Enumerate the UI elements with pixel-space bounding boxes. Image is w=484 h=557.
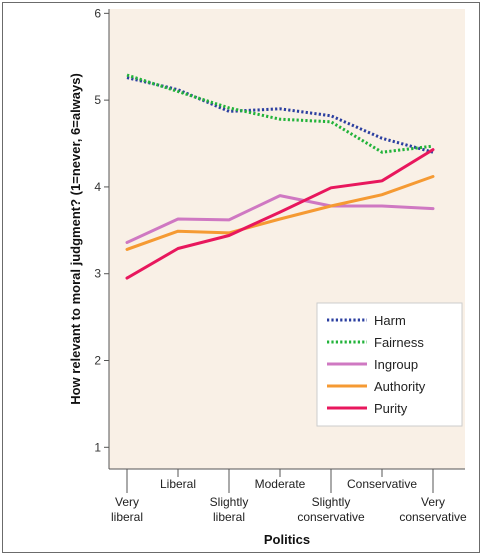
y-tick-label: 6: [94, 6, 101, 20]
legend-label-ingroup: Ingroup: [374, 357, 418, 372]
legend-label-authority: Authority: [374, 379, 426, 394]
legend-label-harm: Harm: [374, 313, 406, 328]
x-tick-label: Very: [421, 495, 445, 509]
y-tick-label: 5: [94, 93, 101, 107]
x-tick-label: Slightly: [312, 495, 351, 509]
series-line-ingroup: [125, 194, 435, 244]
x-tick-label: conservative: [297, 510, 365, 524]
y-tick-label: 4: [94, 180, 101, 194]
x-tick-label: Slightly: [210, 495, 249, 509]
legend-label-fairness: Fairness: [374, 335, 424, 350]
x-tick-label: liberal: [213, 510, 245, 524]
legend: Harm Fairness Ingroup Authority Purity: [316, 302, 463, 427]
x-tick-label: Very: [115, 495, 139, 509]
x-tick-label: Liberal: [160, 477, 196, 491]
x-axis-title: Politics: [264, 532, 310, 547]
x-tick-label: liberal: [111, 510, 143, 524]
y-axis-title: How relevant to moral judgment? (1=never…: [68, 73, 83, 405]
series-line-fairness: [126, 73, 434, 154]
y-tick-label: 3: [94, 267, 101, 281]
y-axis-ticks: 1 2 3 4 5 6: [94, 6, 109, 454]
x-tick-label: Conservative: [347, 477, 417, 491]
legend-label-purity: Purity: [374, 401, 408, 416]
y-tick-label: 2: [94, 354, 101, 368]
y-tick-label: 1: [94, 440, 101, 454]
x-tick-label: Moderate: [255, 477, 306, 491]
x-axis-ticks: VeryliberalLiberalSlightlyliberalModerat…: [111, 469, 467, 524]
series-line-harm: [126, 76, 434, 154]
x-tick-label: conservative: [399, 510, 467, 524]
series-line-authority: [125, 175, 435, 251]
series-layer: [125, 73, 435, 280]
legend-items: Harm Fairness Ingroup Authority Purity: [327, 313, 426, 416]
series-line-purity: [125, 148, 435, 280]
